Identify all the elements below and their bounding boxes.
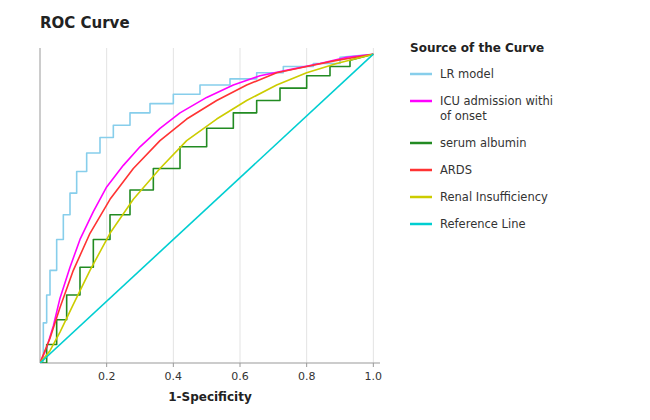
legend-swatch [410,100,432,103]
legend-label: ICU admission withiof onset [440,94,553,123]
legend-label: LR model [440,67,494,81]
legend-swatch [410,169,432,172]
legend-title: Source of the Curve [410,41,544,55]
grid-line [306,48,307,363]
grid-line [373,48,374,363]
series-line [40,54,373,363]
x-axis-label: 1-Specificity [168,390,252,404]
x-tick [373,363,374,367]
series-line [40,54,373,363]
lines [40,54,373,363]
legend-label-line: ARDS [440,163,472,177]
chart: 0.2 0.4 0.6 0.8 1.0 ROC Curve 1-Specificity Sou… [0,0,650,420]
legend-label: ARDS [440,163,472,177]
x-tick-label: 0.4 [165,370,183,383]
legend-label: serum albumin [440,136,526,150]
legend-swatch [410,142,432,145]
grid [107,48,374,363]
x-tick-label: 0.6 [231,370,249,383]
x-tick-label: 1.0 [365,370,383,383]
legend-label: Renal Insufficiency [440,190,548,204]
series-line [40,54,373,363]
legend-label-line: LR model [440,67,494,81]
legend: Source of the Curve LR model ICU admission… [410,41,553,231]
x-tick-label: 0.8 [298,370,316,383]
legend-label-line: ICU admission withi [440,94,553,108]
legend-label-line: of onset [440,109,487,123]
series-line [40,54,373,363]
legend-label-line: Reference Line [440,217,526,231]
x-tick [173,363,174,367]
legend-label-line: serum albumin [440,136,526,150]
legend-label: Reference Line [440,217,526,231]
x-tick [240,363,241,367]
x-tick-label: 0.2 [98,370,116,383]
series-line [40,54,373,363]
title: ROC Curve [40,14,130,32]
legend-swatch [410,223,432,226]
y-axis-line [40,48,41,363]
grid-line [240,48,241,363]
series-line [40,54,373,363]
legend-swatch [410,196,432,199]
x-tick [306,363,307,367]
x-axis-line [40,363,380,364]
x-tick [106,363,107,367]
legend-label-line: Renal Insufficiency [440,190,548,204]
legend-swatch [410,73,432,76]
